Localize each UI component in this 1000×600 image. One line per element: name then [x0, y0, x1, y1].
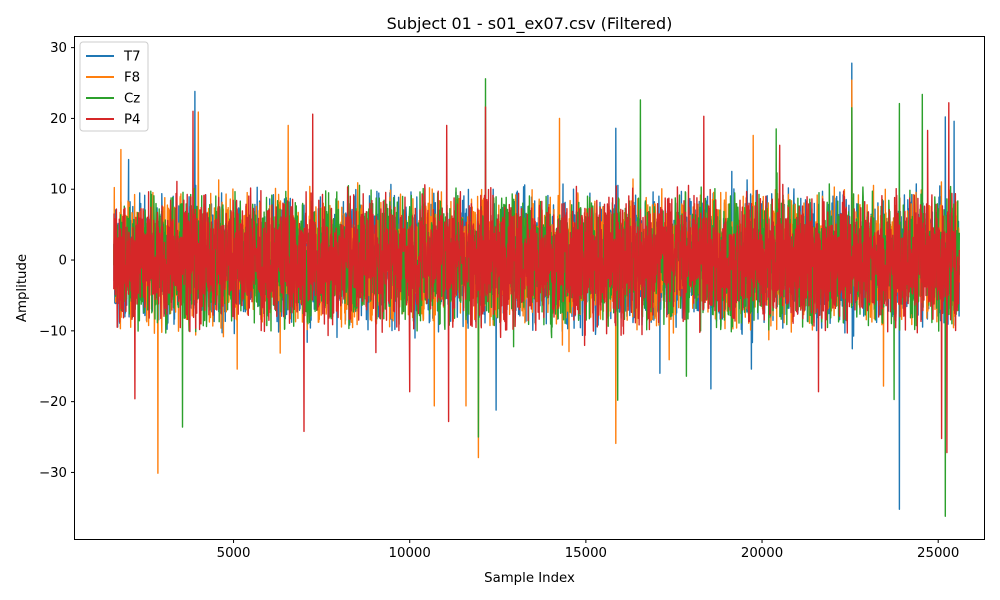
legend-label-cz: Cz — [124, 92, 140, 107]
x-axis: 5000 10000 15000 20000 25000 — [217, 539, 959, 561]
legend: T7 F8 Cz P4 — [79, 41, 149, 132]
x-tick-label: 10000 — [389, 546, 431, 561]
plot-frame — [74, 36, 985, 540]
series-layer — [113, 62, 960, 517]
x-tick-label: 20000 — [741, 546, 783, 561]
y-tick-label: 10 — [50, 183, 67, 198]
legend-frame — [79, 41, 149, 132]
legend-label-t7: T7 — [123, 50, 141, 65]
x-tick-label: 25000 — [917, 546, 959, 561]
x-tick-label: 15000 — [565, 546, 607, 561]
y-tick-label: −10 — [39, 324, 67, 339]
x-tick-label: 5000 — [217, 546, 251, 561]
plot-area — [74, 36, 985, 540]
y-axis-title: Amplitude — [15, 254, 30, 322]
y-tick-label: 0 — [59, 254, 67, 269]
y-tick-label: 30 — [50, 41, 67, 56]
chart-title: Subject 01 - s01_ex07.csv (Filtered) — [387, 14, 673, 34]
legend-label-p4: P4 — [124, 113, 140, 128]
legend-label-f8: F8 — [124, 71, 140, 86]
y-tick-label: −30 — [39, 466, 67, 481]
x-axis-title: Sample Index — [484, 571, 575, 586]
y-axis: 30 20 10 0 −10 −20 −30 — [39, 41, 75, 481]
y-tick-label: 20 — [50, 112, 67, 127]
y-tick-label: −20 — [39, 395, 67, 410]
series-line-p4 — [113, 102, 960, 454]
